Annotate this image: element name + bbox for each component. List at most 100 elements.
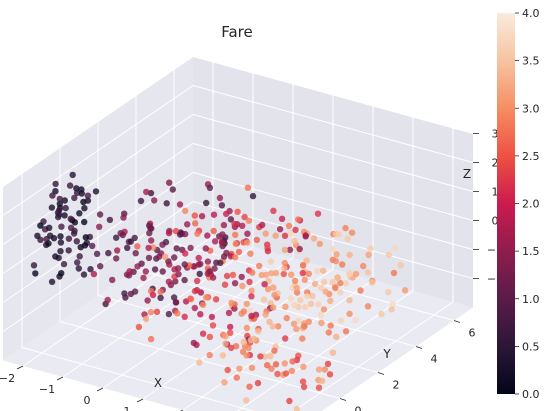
scatter-point — [342, 224, 349, 232]
colorbar-tick-label: 3.5 — [522, 55, 540, 68]
scatter-point — [157, 288, 164, 296]
scatter-point — [357, 287, 364, 294]
scatter-point — [122, 294, 129, 301]
scatter-point — [228, 344, 235, 352]
z-grid-side — [2, 56, 194, 187]
scatter-point — [264, 362, 271, 369]
x-tick-label: 0 — [84, 394, 91, 407]
scatter-point — [346, 297, 353, 304]
scatter-point — [281, 259, 288, 267]
scatter-point — [281, 246, 289, 254]
scatter-point — [225, 309, 233, 317]
scatter-point — [397, 261, 404, 269]
scatter-point — [169, 186, 176, 193]
scatter-point — [305, 270, 312, 277]
z-tick-label: 3 — [492, 128, 499, 141]
scatter-point — [165, 310, 173, 318]
scatter-point — [314, 268, 321, 275]
scatter-point — [78, 190, 86, 197]
scatter-point — [270, 207, 277, 214]
scatter-point — [290, 301, 298, 308]
scatter-point — [232, 254, 239, 261]
scatter-point — [268, 365, 275, 372]
scatter-point — [93, 250, 101, 257]
scatter-point — [320, 306, 328, 313]
scatter-point — [235, 248, 243, 256]
scatter-point — [48, 204, 56, 211]
y-tick-mark — [415, 346, 423, 349]
scatter-point — [270, 304, 277, 311]
scatter-point — [57, 233, 64, 240]
scatter-point — [325, 329, 332, 336]
scatter-point — [232, 240, 239, 247]
scatter-point — [172, 299, 180, 306]
scatter-point — [332, 257, 340, 265]
scatter-point — [57, 248, 64, 255]
scatter-point — [337, 279, 344, 287]
scatter-point — [143, 188, 150, 196]
scatter-point — [92, 188, 100, 195]
scatter-point — [132, 250, 139, 257]
scatter-point — [264, 247, 272, 255]
scatter-point — [257, 353, 264, 360]
scatter-point — [272, 361, 280, 368]
scatter-point — [195, 254, 202, 262]
scatter-point — [293, 284, 301, 292]
scatter-point — [367, 245, 374, 252]
scatter-point — [109, 276, 116, 284]
y-axis-label: Y — [382, 347, 391, 361]
scatter-point — [244, 239, 251, 246]
scatter-point — [151, 266, 159, 273]
scatter-point — [66, 182, 74, 189]
scatter-point — [282, 335, 289, 342]
scatter-point — [58, 270, 65, 277]
scatter-point — [145, 244, 152, 252]
scatter-point — [203, 199, 210, 207]
scatter-point — [390, 269, 398, 277]
colorbar-tick-label: 0.0 — [522, 388, 540, 401]
scatter-point — [104, 296, 111, 304]
scatter-point — [209, 322, 217, 329]
scatter-point — [327, 297, 334, 305]
scatter-point — [232, 231, 239, 238]
scatter-point — [30, 262, 38, 269]
scatter-point — [291, 237, 298, 245]
scatter-point — [172, 278, 179, 285]
scatter-point — [142, 268, 149, 275]
scatter-point — [148, 225, 155, 232]
scatter-point — [385, 251, 392, 259]
scatter-point — [74, 259, 81, 266]
scatter-point — [282, 303, 289, 310]
scatter-point — [148, 237, 155, 244]
scatter-point — [287, 230, 295, 237]
scatter-point — [311, 280, 319, 288]
scatter-point — [176, 231, 184, 238]
z-grid-back — [192, 85, 474, 163]
scatter-point — [299, 335, 306, 342]
scatter-point — [77, 244, 84, 251]
z-grid-side — [2, 114, 194, 245]
scatter-point — [244, 184, 252, 191]
scatter-point — [346, 251, 353, 259]
colorbar-ticks: 0.0 0.5 1.0 1.5 2.0 2.5 3.0 3.5 4.0 — [515, 7, 540, 401]
z-grid-back — [192, 143, 474, 221]
scatter-point — [191, 304, 198, 312]
scatter-point — [318, 377, 326, 384]
scatter-point — [194, 230, 201, 237]
scatter-point — [114, 247, 121, 254]
scatter-point — [281, 232, 289, 239]
scatter-point — [222, 333, 229, 340]
scatter-point — [240, 308, 248, 315]
scatter-point — [210, 227, 217, 235]
scatter-point — [204, 232, 211, 239]
scatter-point — [218, 239, 226, 246]
scatter-point — [142, 315, 150, 323]
scatter-point — [332, 284, 339, 292]
scatter-point — [269, 323, 276, 330]
scatter-point — [199, 330, 207, 337]
scatter-point — [227, 323, 234, 331]
scatter-point — [290, 320, 298, 327]
scatter-point — [301, 323, 308, 330]
scatter-point — [243, 397, 250, 404]
colorbar-tick-label: 2.5 — [522, 150, 540, 163]
